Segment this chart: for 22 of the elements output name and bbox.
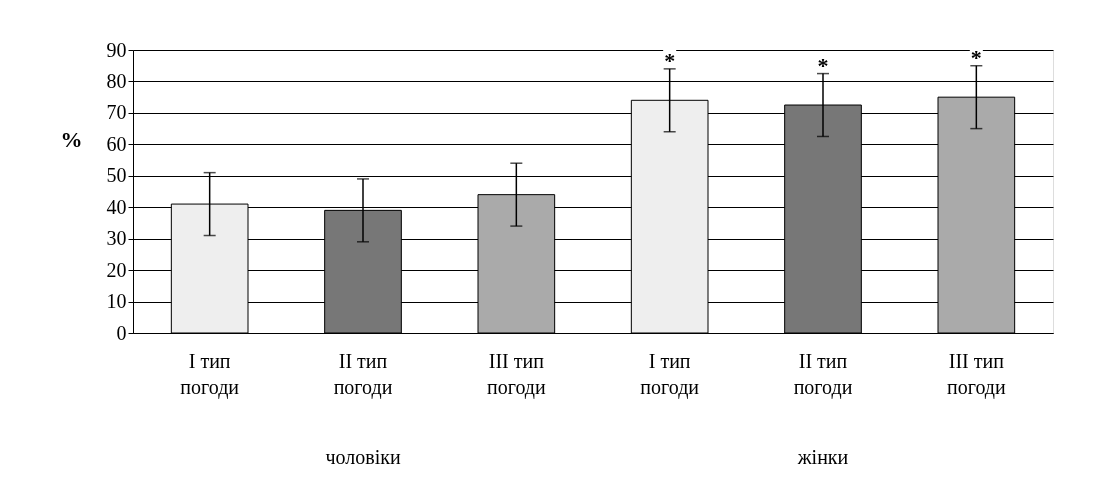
y-axis-title: % <box>60 127 83 152</box>
y-tick-label: 10 <box>106 290 127 313</box>
y-tick-label: 30 <box>106 227 127 250</box>
y-tick-label: 50 <box>106 164 127 187</box>
text: жінки <box>796 446 849 468</box>
y-tick-label: 0 <box>116 321 127 344</box>
data-label: * <box>817 52 829 78</box>
x-tick-label: I тип погоди <box>180 349 240 399</box>
data-label: * <box>664 47 676 73</box>
y-tick-label: 20 <box>106 258 127 281</box>
x-tick-label: I тип погоди <box>640 349 700 399</box>
x-tick-label: II тип погоди <box>333 349 393 399</box>
y-tick-label: 80 <box>106 69 127 92</box>
y-tick-label: 90 <box>106 38 127 61</box>
x-tick-label: II тип погоди <box>793 349 853 399</box>
x-tick-label: III тип погоди <box>486 349 546 399</box>
text: чоловіки <box>325 446 401 468</box>
y-tick-label: 60 <box>106 132 127 155</box>
data-label: * <box>970 44 982 70</box>
y-tick-label: 70 <box>106 101 127 124</box>
y-tick-label: 40 <box>106 195 127 218</box>
x-tick-label: III тип погоди <box>946 349 1006 399</box>
